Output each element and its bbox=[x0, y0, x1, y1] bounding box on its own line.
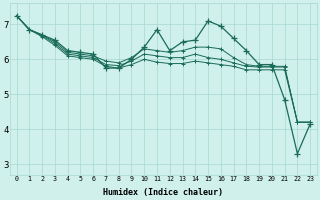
X-axis label: Humidex (Indice chaleur): Humidex (Indice chaleur) bbox=[103, 188, 223, 197]
